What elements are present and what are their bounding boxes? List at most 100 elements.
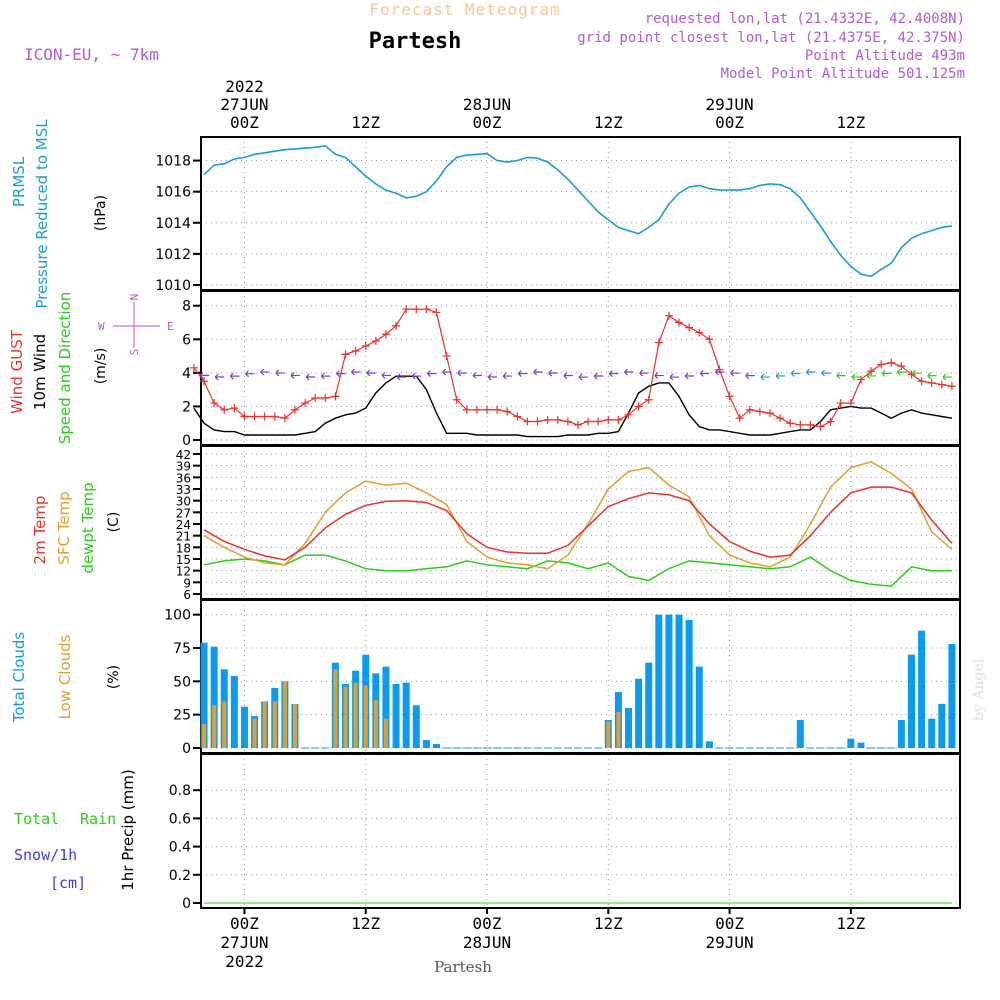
sfc-temp-line <box>203 460 953 570</box>
wind-direction-arrow <box>487 373 498 381</box>
requested-coords: requested lon,lat (21.4332E, 42.4008N) <box>645 11 965 27</box>
wind-label-10m: 10m Wind <box>31 334 49 410</box>
bottom-axis-label: 12Z <box>351 914 380 933</box>
gust-marker <box>654 338 663 347</box>
gust-marker <box>917 377 926 386</box>
wind-direction-arrow <box>457 369 467 377</box>
wind-direction-arrow <box>654 372 664 379</box>
wind-direction-arrow <box>836 372 846 380</box>
total-cloud-bar <box>655 614 663 748</box>
gust-marker <box>381 330 390 339</box>
cloud-panel: 0 25 50 75 100 <box>164 599 961 757</box>
meteogram-title: Forecast Meteogram <box>369 0 560 19</box>
low-cloud-bar <box>272 701 277 748</box>
total-cloud-bar <box>432 744 440 748</box>
gust-marker <box>260 412 269 421</box>
temp-label-sfc: SFC Temp <box>55 491 73 564</box>
gust-marker <box>624 410 633 419</box>
precip-labels: Total Rain Snow/1h [cm] 1hr Precip (mm) <box>14 769 137 892</box>
bottom-axis-label: 28JUN <box>463 933 511 952</box>
low-cloud-bar <box>606 721 611 748</box>
gust-marker <box>594 417 603 426</box>
y-tick-label: 0 <box>182 896 191 912</box>
total-cloud-bar <box>402 682 410 748</box>
wind-direction-arrow <box>881 369 892 377</box>
wind-direction-arrow <box>805 368 816 376</box>
total-cloud-bar <box>705 741 713 748</box>
gust-marker <box>200 377 209 386</box>
wind-labels: Wind GUST 10m Wind Speed and Direction (… <box>8 292 174 445</box>
gust-marker <box>483 405 492 414</box>
gust-marker <box>634 402 643 411</box>
gust-marker <box>422 305 431 314</box>
gust-marker <box>412 305 421 314</box>
panel-frame <box>200 290 961 446</box>
total-cloud-bar <box>645 662 653 748</box>
wind-direction-arrow <box>214 373 225 381</box>
gust-marker <box>563 417 572 426</box>
gust-marker <box>573 420 582 429</box>
compass-n: N <box>128 294 141 301</box>
wind-direction-arrow <box>305 373 316 381</box>
low-cloud-bar <box>292 704 297 748</box>
gust-marker <box>644 395 653 404</box>
model-altitude: Model Point Altitude 501.125m <box>721 66 965 82</box>
dewpoint-line <box>203 554 952 587</box>
wind-direction-arrow <box>730 369 740 377</box>
total-cloud-bar <box>412 705 420 748</box>
wind-direction-arrow <box>942 373 952 381</box>
gust-marker <box>503 407 512 416</box>
low-cloud-bar <box>333 669 338 748</box>
gust-marker <box>280 414 289 423</box>
gust-marker <box>846 399 855 408</box>
gust-marker <box>220 405 229 414</box>
wind-direction-arrow <box>699 370 710 377</box>
y-tick-label: 0 <box>182 741 191 757</box>
gust-marker <box>341 350 350 359</box>
model-label: ICON-EU, ~ 7km <box>24 45 159 64</box>
wind-direction-arrow <box>608 370 619 377</box>
gust-marker <box>290 405 299 414</box>
total-cloud-bar <box>675 614 683 748</box>
low-cloud-bar <box>616 712 621 748</box>
wind-direction-arrow <box>502 372 513 380</box>
total-cloud-bar <box>382 666 390 748</box>
gust-marker <box>856 375 865 384</box>
wind-gust-line <box>193 308 952 428</box>
y-tick-label: 9 <box>183 576 191 590</box>
low-cloud-bar <box>202 724 207 748</box>
y-tick-label: 33 <box>176 483 191 497</box>
low-cloud-bar <box>373 700 378 748</box>
compass-e: E <box>167 320 174 333</box>
y-tick-label: 15 <box>176 553 191 567</box>
precip-label-rain: Rain <box>80 810 116 828</box>
total-cloud-bar <box>635 678 643 748</box>
wind-label-gust: Wind GUST <box>8 329 26 414</box>
gust-marker <box>765 409 774 418</box>
gust-marker <box>513 412 522 421</box>
total-cloud-bar <box>422 740 430 748</box>
gust-marker <box>836 399 845 408</box>
gust-marker <box>301 399 310 408</box>
gust-marker <box>786 419 795 428</box>
wind-direction-arrow <box>669 373 679 381</box>
gust-marker <box>472 405 481 414</box>
gust-marker <box>755 407 764 416</box>
precip-label-cm: [cm] <box>50 874 86 892</box>
y-tick-label: 1010 <box>155 278 191 294</box>
wind-label-dir: Speed and Direction <box>56 292 74 445</box>
wind-direction-arrow <box>472 372 482 379</box>
total-cloud-bar <box>240 706 248 748</box>
gust-marker <box>543 415 552 424</box>
wind-direction-arrow <box>229 372 240 380</box>
gust-marker <box>584 417 593 426</box>
compass-rose: W E N S <box>98 294 174 356</box>
gust-marker <box>735 414 744 423</box>
wind-direction-arrow <box>715 368 725 376</box>
gust-marker <box>462 405 471 414</box>
precip-ylabel: 1hr Precip (mm) <box>119 769 137 890</box>
bottom-axis-label: 00Z <box>230 914 259 933</box>
temp-unit: (C) <box>106 512 122 533</box>
bottom-axis-label: 00Z <box>473 914 502 933</box>
cloud-unit: (%) <box>106 665 122 689</box>
